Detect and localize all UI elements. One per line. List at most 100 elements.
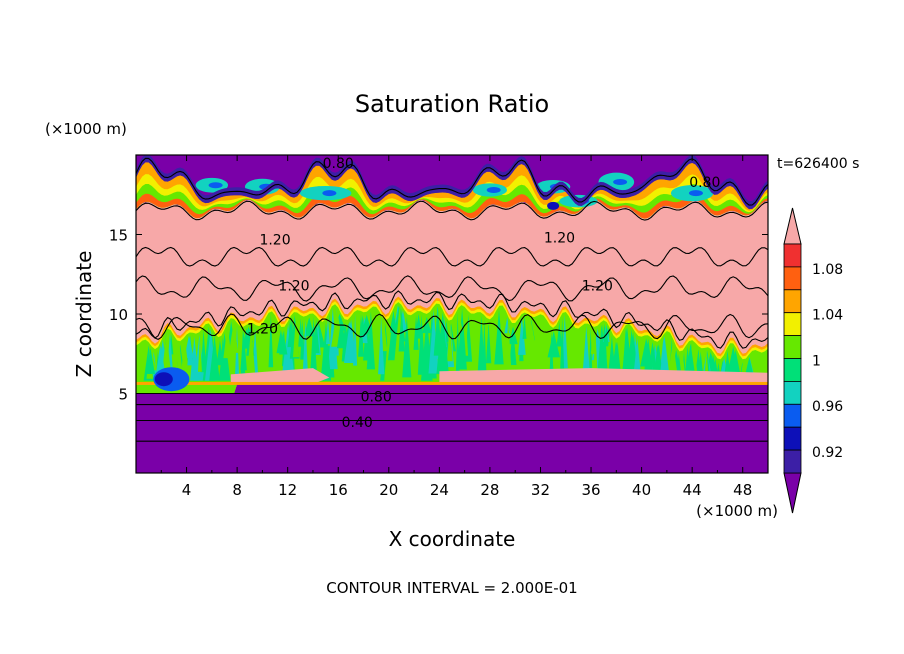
region-supersaturated-lens — [230, 368, 330, 384]
x-tick-label: 28 — [480, 481, 499, 499]
texture-spike — [229, 321, 239, 353]
x-tick-label: 4 — [182, 481, 192, 499]
colorbar-bottom-arrow — [783, 472, 802, 514]
x-tick-label: 12 — [278, 481, 297, 499]
colorbar-box — [783, 403, 802, 428]
texture-spike — [547, 330, 560, 358]
texture-spike — [457, 308, 467, 370]
texture-spike — [344, 321, 356, 363]
contour-line-1.20 — [136, 313, 768, 341]
colorbar-box — [783, 380, 802, 405]
texture-spike — [298, 318, 304, 347]
texture-spike — [453, 311, 463, 331]
colorbar-box — [783, 266, 802, 291]
colorbar-top-arrow — [783, 207, 802, 245]
contour-label: 1.20 — [544, 231, 575, 247]
colorbar-box — [783, 449, 802, 474]
colorbar-box — [783, 243, 802, 268]
texture-spike — [536, 317, 542, 381]
x-tick-label: 20 — [379, 481, 398, 499]
colorbar-box — [783, 312, 802, 337]
transition-pocket — [547, 201, 560, 210]
colorbar-label: 1 — [812, 353, 821, 369]
texture-spike — [353, 314, 358, 366]
texture-spike — [398, 308, 405, 352]
x-tick-label: 8 — [232, 481, 242, 499]
texture-spike — [518, 317, 526, 355]
texture-spike — [293, 315, 300, 358]
chart-title: Saturation Ratio — [355, 90, 549, 118]
texture-spike — [246, 325, 256, 381]
contour-interval-note: CONTOUR INTERVAL = 2.000E-01 — [326, 579, 577, 597]
contour-label: 0.80 — [361, 390, 392, 406]
texture-spike — [417, 314, 426, 375]
contour-lines — [136, 157, 768, 442]
texture-spike — [366, 311, 375, 370]
texture-spike — [588, 328, 593, 381]
texture-spike — [414, 313, 423, 339]
texture-spike — [602, 323, 607, 358]
texture-spike — [282, 324, 294, 372]
contour-line-1.20 — [136, 246, 768, 267]
transition-pocket — [322, 190, 337, 197]
transition-lime — [136, 184, 768, 219]
x-tick-label: 16 — [329, 481, 348, 499]
contour-line-1.20 — [136, 275, 768, 302]
texture-spike — [402, 316, 412, 378]
texture-spike — [302, 319, 308, 371]
dry-blob — [154, 372, 173, 387]
x-tick-label: 44 — [683, 481, 702, 499]
contour-label: 1.20 — [259, 232, 290, 248]
y-axis-ticks: 5 10 15 — [109, 227, 768, 404]
texture-spike — [494, 309, 504, 365]
top-dark-band — [136, 155, 768, 210]
texture-spike — [604, 324, 609, 346]
contour-line-1.20-top — [136, 200, 768, 221]
colorbar-label: 0.92 — [812, 445, 843, 461]
texture-spike — [596, 324, 607, 381]
texture-spike — [436, 312, 449, 375]
contour-label: 0.40 — [342, 415, 373, 431]
texture-spike — [287, 318, 295, 348]
texture-spike — [145, 347, 155, 374]
contour-label: 1.20 — [582, 278, 613, 294]
texture-spike — [336, 317, 347, 349]
contour-label: 1.20 — [278, 278, 309, 294]
transition-pocket — [688, 190, 703, 197]
texture-spike — [504, 319, 512, 381]
contour-label: 0.80 — [689, 175, 720, 191]
contour-line-1.20-low — [136, 290, 768, 349]
y-axis-title: Z coordinate — [72, 251, 96, 378]
texture-spike — [209, 335, 220, 381]
texture-spike — [560, 316, 565, 369]
texture-spike — [234, 325, 240, 381]
colorbar-label: 1.04 — [812, 308, 843, 324]
transition-red — [136, 193, 768, 219]
colorbar-label: 0.96 — [812, 399, 843, 415]
texture-spike — [686, 343, 695, 372]
y-axis-unit: (×1000 m) — [45, 120, 127, 138]
texture-spike — [662, 336, 667, 355]
base-edge-line — [136, 381, 768, 385]
texture-spike — [276, 329, 286, 354]
y-tick-label: 10 — [109, 306, 128, 324]
texture-spike — [727, 346, 740, 375]
time-label: t=626400 s — [777, 156, 859, 172]
texture-spike — [582, 326, 591, 381]
colorbar-box — [783, 335, 802, 359]
x-axis-title: X coordinate — [389, 527, 516, 551]
texture-spike — [446, 324, 453, 362]
texture-spike — [216, 340, 224, 366]
contour-label: 0.80 — [323, 156, 354, 172]
y-tick-label: 5 — [118, 386, 128, 404]
texture-spike — [477, 315, 486, 377]
texture-spike — [303, 317, 315, 337]
texture-spike — [309, 316, 318, 381]
texture-spike — [486, 322, 492, 364]
colorbar-label: 1.08 — [812, 262, 843, 278]
x-tick-label: 36 — [581, 481, 600, 499]
texture-spike — [268, 314, 274, 368]
transition-pocket — [208, 182, 223, 189]
texture-spike — [556, 322, 563, 347]
